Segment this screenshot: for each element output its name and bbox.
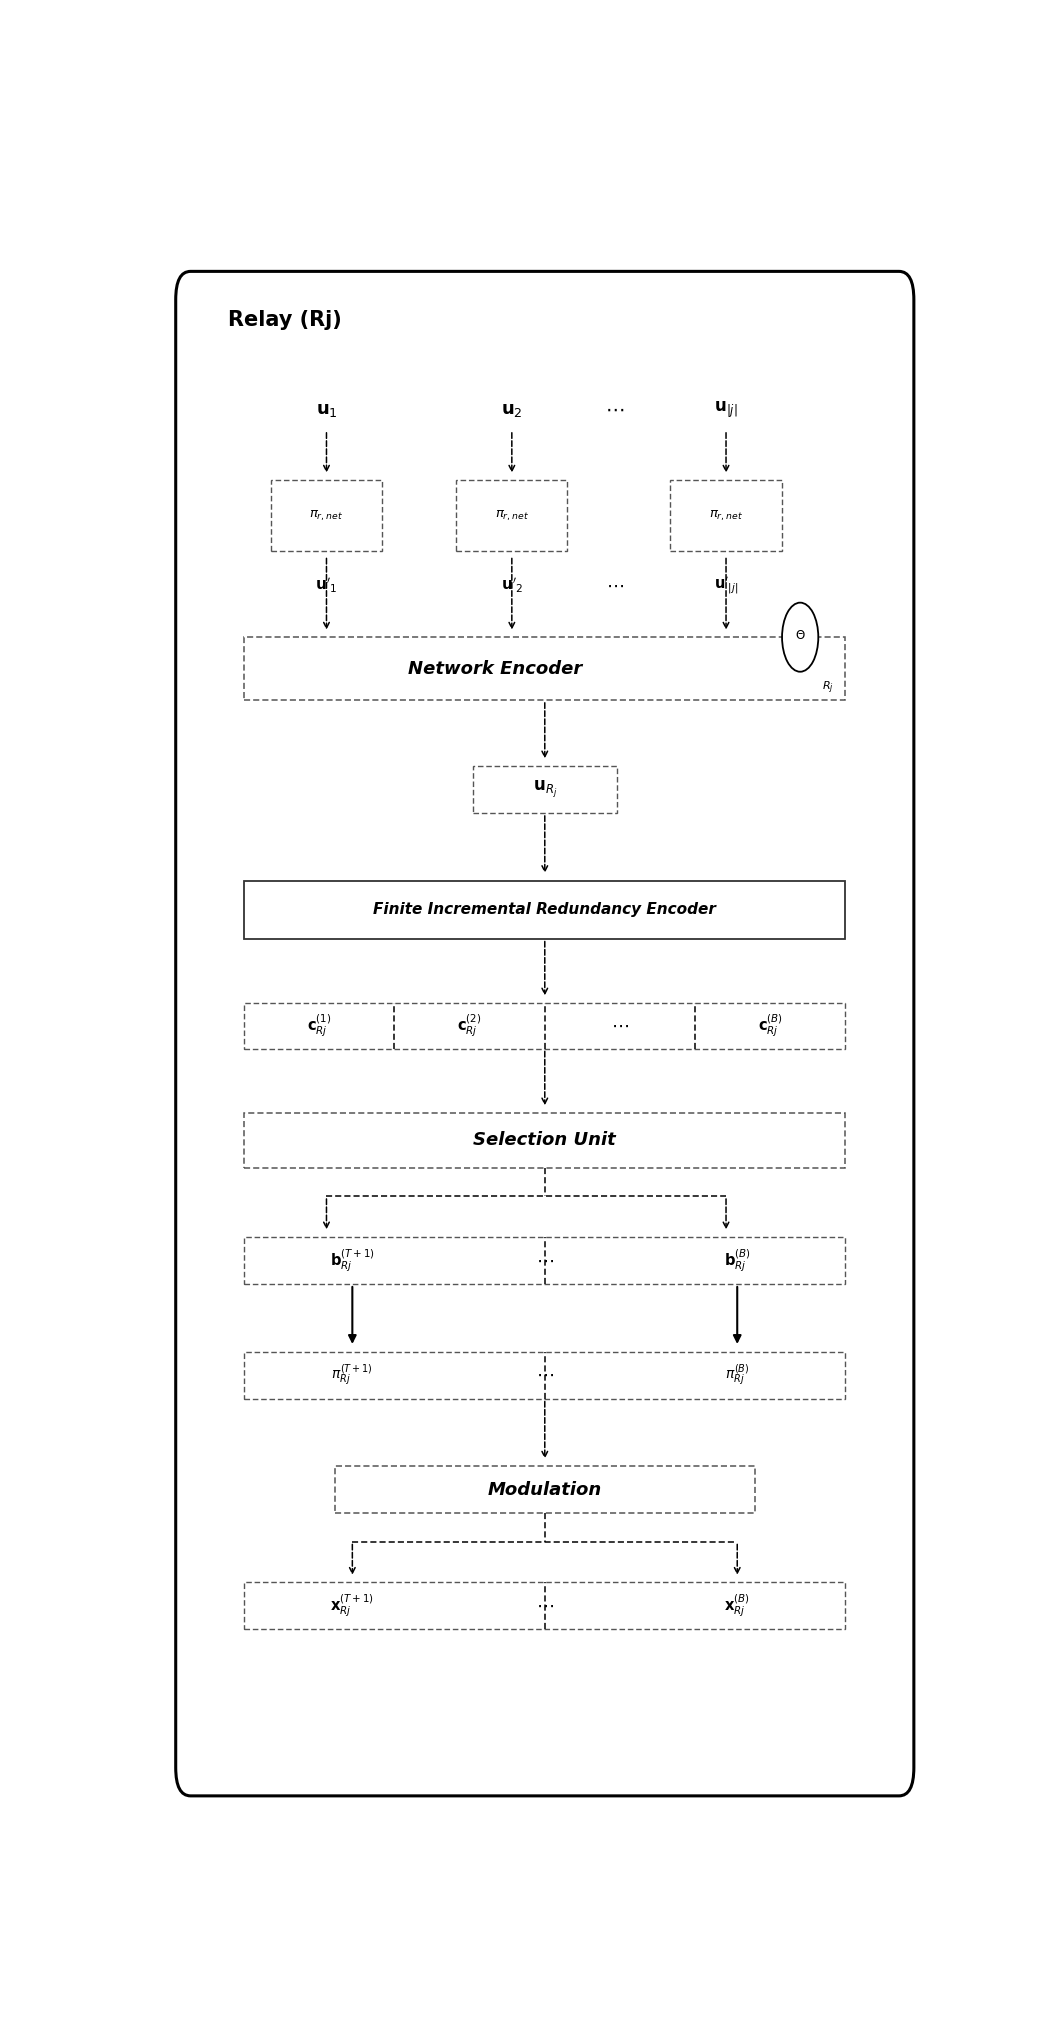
Text: $R_j$: $R_j$ bbox=[823, 679, 834, 695]
Text: $\mathbf{u}_{|j|}$: $\mathbf{u}_{|j|}$ bbox=[714, 400, 738, 420]
Text: $\mathbf{c}_{Rj}^{(B)}$: $\mathbf{c}_{Rj}^{(B)}$ bbox=[758, 1013, 782, 1040]
Text: $\mathbf{u}_2$: $\mathbf{u}_2$ bbox=[501, 400, 523, 418]
Text: Network Encoder: Network Encoder bbox=[408, 659, 583, 677]
Text: $\cdots$: $\cdots$ bbox=[606, 577, 624, 595]
Text: $\mathbf{u}'_{|j|}$: $\mathbf{u}'_{|j|}$ bbox=[714, 575, 738, 595]
Text: Finite Incremental Redundancy Encoder: Finite Incremental Redundancy Encoder bbox=[373, 901, 716, 918]
Bar bbox=[244, 1238, 845, 1285]
Text: Modulation: Modulation bbox=[488, 1480, 602, 1499]
Bar bbox=[244, 636, 845, 699]
Text: $\mathbf{x}_{Rj}^{(B)}$: $\mathbf{x}_{Rj}^{(B)}$ bbox=[724, 1592, 750, 1619]
Text: $\mathbf{u}'_2$: $\mathbf{u}'_2$ bbox=[501, 575, 523, 595]
Text: $\cdots$: $\cdots$ bbox=[605, 400, 624, 420]
Bar bbox=[244, 1582, 845, 1629]
Text: $\mathbf{u}'_1$: $\mathbf{u}'_1$ bbox=[316, 575, 338, 595]
Text: $\mathbf{b}_{Rj}^{(B)}$: $\mathbf{b}_{Rj}^{(B)}$ bbox=[724, 1248, 750, 1274]
Text: $\pi_{r,net}$: $\pi_{r,net}$ bbox=[494, 508, 529, 522]
Bar bbox=[335, 1466, 755, 1513]
Bar bbox=[271, 479, 382, 551]
Text: $\cdots$: $\cdots$ bbox=[536, 1366, 554, 1384]
Text: $\pi_{r,net}$: $\pi_{r,net}$ bbox=[309, 508, 343, 522]
Text: $\mathbf{c}_{Rj}^{(2)}$: $\mathbf{c}_{Rj}^{(2)}$ bbox=[457, 1013, 482, 1040]
Text: Selection Unit: Selection Unit bbox=[473, 1132, 617, 1150]
Text: $\mathbf{x}_{Rj}^{(T+1)}$: $\mathbf{x}_{Rj}^{(T+1)}$ bbox=[331, 1592, 374, 1619]
FancyBboxPatch shape bbox=[175, 271, 914, 1796]
Text: $\mathbf{b}_{Rj}^{(T+1)}$: $\mathbf{b}_{Rj}^{(T+1)}$ bbox=[330, 1248, 375, 1274]
Text: $\Theta$: $\Theta$ bbox=[795, 630, 806, 642]
Bar bbox=[244, 1113, 845, 1168]
Text: $\mathbf{u}_1$: $\mathbf{u}_1$ bbox=[316, 400, 337, 418]
Text: Relay (Rj): Relay (Rj) bbox=[227, 310, 341, 330]
Text: $\mathbf{c}_{Rj}^{(1)}$: $\mathbf{c}_{Rj}^{(1)}$ bbox=[307, 1013, 332, 1040]
Bar bbox=[456, 479, 568, 551]
Bar bbox=[671, 479, 781, 551]
Text: $\pi_{Rj}^{(T+1)}$: $\pi_{Rj}^{(T+1)}$ bbox=[332, 1362, 373, 1389]
Bar bbox=[244, 1352, 845, 1399]
Bar bbox=[473, 767, 617, 814]
Circle shape bbox=[782, 604, 819, 671]
Text: $\cdots$: $\cdots$ bbox=[536, 1597, 554, 1615]
Text: $\pi_{Rj}^{(B)}$: $\pi_{Rj}^{(B)}$ bbox=[725, 1362, 749, 1389]
Text: $\pi_{r,net}$: $\pi_{r,net}$ bbox=[709, 508, 743, 522]
Text: $\cdots$: $\cdots$ bbox=[536, 1252, 554, 1270]
Text: $\mathbf{u}_{R_j}$: $\mathbf{u}_{R_j}$ bbox=[533, 779, 557, 799]
Bar bbox=[244, 881, 845, 938]
Text: $\cdots$: $\cdots$ bbox=[611, 1017, 629, 1034]
Bar bbox=[244, 1003, 845, 1048]
